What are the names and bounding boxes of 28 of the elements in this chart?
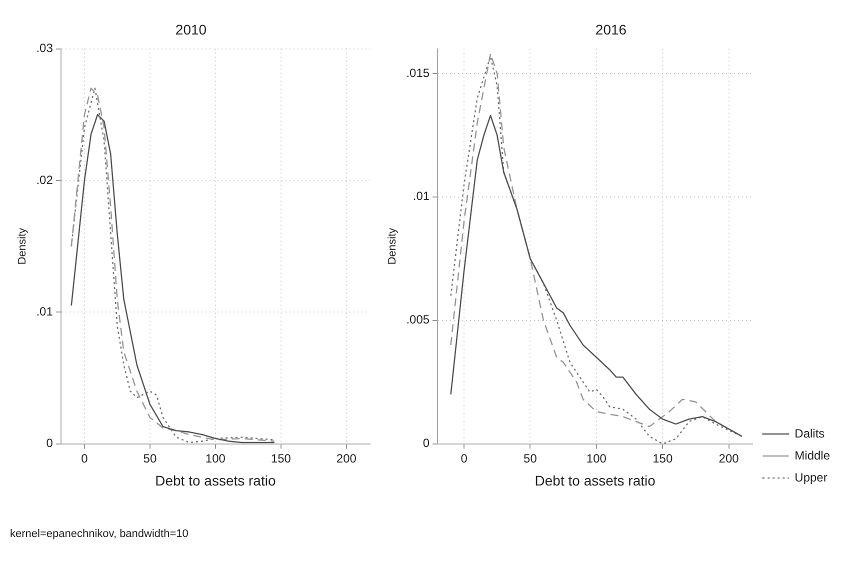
y-tick-label: .01 [412, 189, 430, 204]
y-tick-label: .01 [36, 304, 54, 318]
y-tick-label: .005 [406, 312, 430, 327]
text: kernel=epanechnikov, bandwidth=10 [10, 528, 190, 540]
x-tick-label: 50 [524, 451, 538, 466]
x-axis-title: Debt to assets ratio [155, 472, 276, 488]
y-tick-label: .03 [36, 41, 54, 56]
legend-label: Upper [794, 470, 828, 484]
x-axis-title: Debt to assets ratio [534, 472, 656, 488]
y-tick-label: 0 [422, 436, 430, 450]
x-tick-label: 0 [460, 451, 468, 466]
x-tick-label: 200 [336, 451, 357, 466]
y-axis-title: Density [386, 227, 399, 265]
y-tick-label: 0 [46, 436, 54, 450]
x-tick-label: 150 [652, 451, 673, 466]
x-tick-label: 50 [143, 451, 157, 466]
x-tick-label: 0 [81, 451, 88, 466]
y-tick-label: .015 [406, 66, 430, 80]
y-axis-title: Density [16, 227, 29, 265]
x-tick-label: 100 [586, 451, 607, 466]
legend-label: Dalits [794, 426, 825, 440]
legend-label: Middle [794, 448, 830, 462]
y-tick-label: .02 [36, 172, 54, 187]
chart-title: 2010 [175, 21, 207, 38]
x-tick-label: 200 [718, 451, 740, 466]
x-tick-label: 150 [270, 451, 292, 466]
x-tick-label: 100 [205, 451, 226, 466]
chart-title: 2016 [595, 21, 627, 38]
